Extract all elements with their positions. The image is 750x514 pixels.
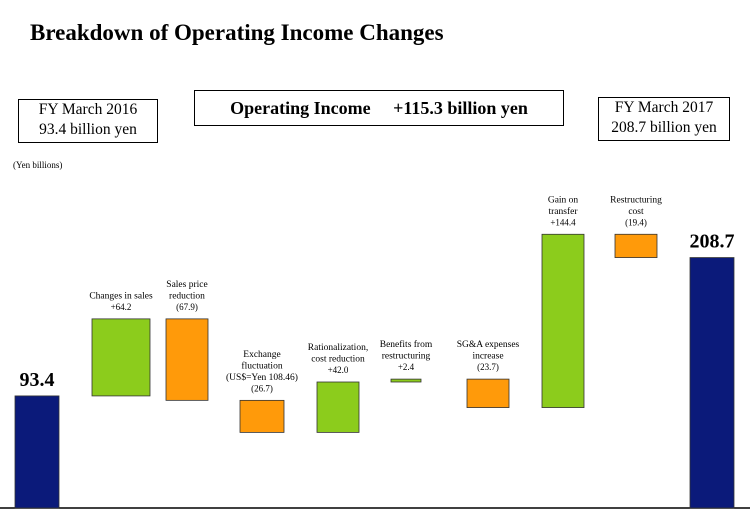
operating-income-change-box: Operating Income +115.3 billion yen [194,90,564,126]
bar-step-9 [689,257,735,509]
operating-income-change-value: +115.3 billion yen [393,98,528,118]
bar-category-label-8: Restructuring [610,195,662,205]
bar-value-label-4: +42.0 [328,365,349,375]
bar-step-5 [390,378,422,383]
bar-category-label-1: Changes in sales [89,291,153,301]
bar-step-7 [541,233,585,408]
bar-category-label-4: Rationalization, [308,343,368,353]
chart-title: Breakdown of Operating Income Changes [30,20,444,45]
bar-step-8 [614,233,658,258]
bar-category-label-2: Sales price [166,280,207,290]
bar-value-label-5: +2.4 [398,362,415,372]
bar-category-label-8: cost [628,207,644,217]
bar-step-1 [91,318,151,397]
bar-category-label-5: Benefits from [380,339,433,350]
unit-label: (Yen billions) [13,160,63,170]
bar-step-4 [316,381,360,433]
start-period-box: FY March 2016 93.4 billion yen [18,99,158,143]
bar-value-label-1: +64.2 [111,302,132,312]
bar-category-label-5: restructuring [382,352,431,362]
bar-step-0 [14,395,60,509]
bar-category-label-7: transfer [548,206,578,217]
total-value-label-0: 93.4 [20,369,55,391]
end-period-value: 208.7 billion yen [611,119,717,136]
bar-step-3 [239,399,285,433]
bar-step-6 [466,378,510,408]
total-value-label-9: 208.7 [690,231,735,253]
bar-category-label-3: Exchange [243,350,280,360]
bar-value-label-2: (67.9) [176,302,198,312]
bar-value-label-6: (23.7) [477,362,499,372]
bar-category-label-6: increase [472,352,503,362]
bar-category-label-7: Gain on [548,195,579,205]
bar-category-label-3: (US$=Yen 108.46) [226,372,298,383]
bar-step-2 [165,318,209,401]
bar-category-label-4: cost reduction [311,355,365,365]
bar-value-label-7: +144.4 [550,217,576,227]
bar-category-label-6: SG&A expenses [457,340,520,350]
end-period-box: FY March 2017 208.7 billion yen [598,97,730,141]
bar-value-label-8: (19.4) [625,217,647,227]
start-period-label: FY March 2016 [38,101,138,118]
end-period-label: FY March 2017 [614,99,714,116]
bar-value-label-3: (26.7) [251,383,273,393]
bar-category-label-3: fluctuation [241,360,282,371]
operating-income-label: Operating Income [230,98,371,118]
bar-category-label-2: reduction [169,291,205,301]
start-period-value: 93.4 billion yen [39,121,137,138]
